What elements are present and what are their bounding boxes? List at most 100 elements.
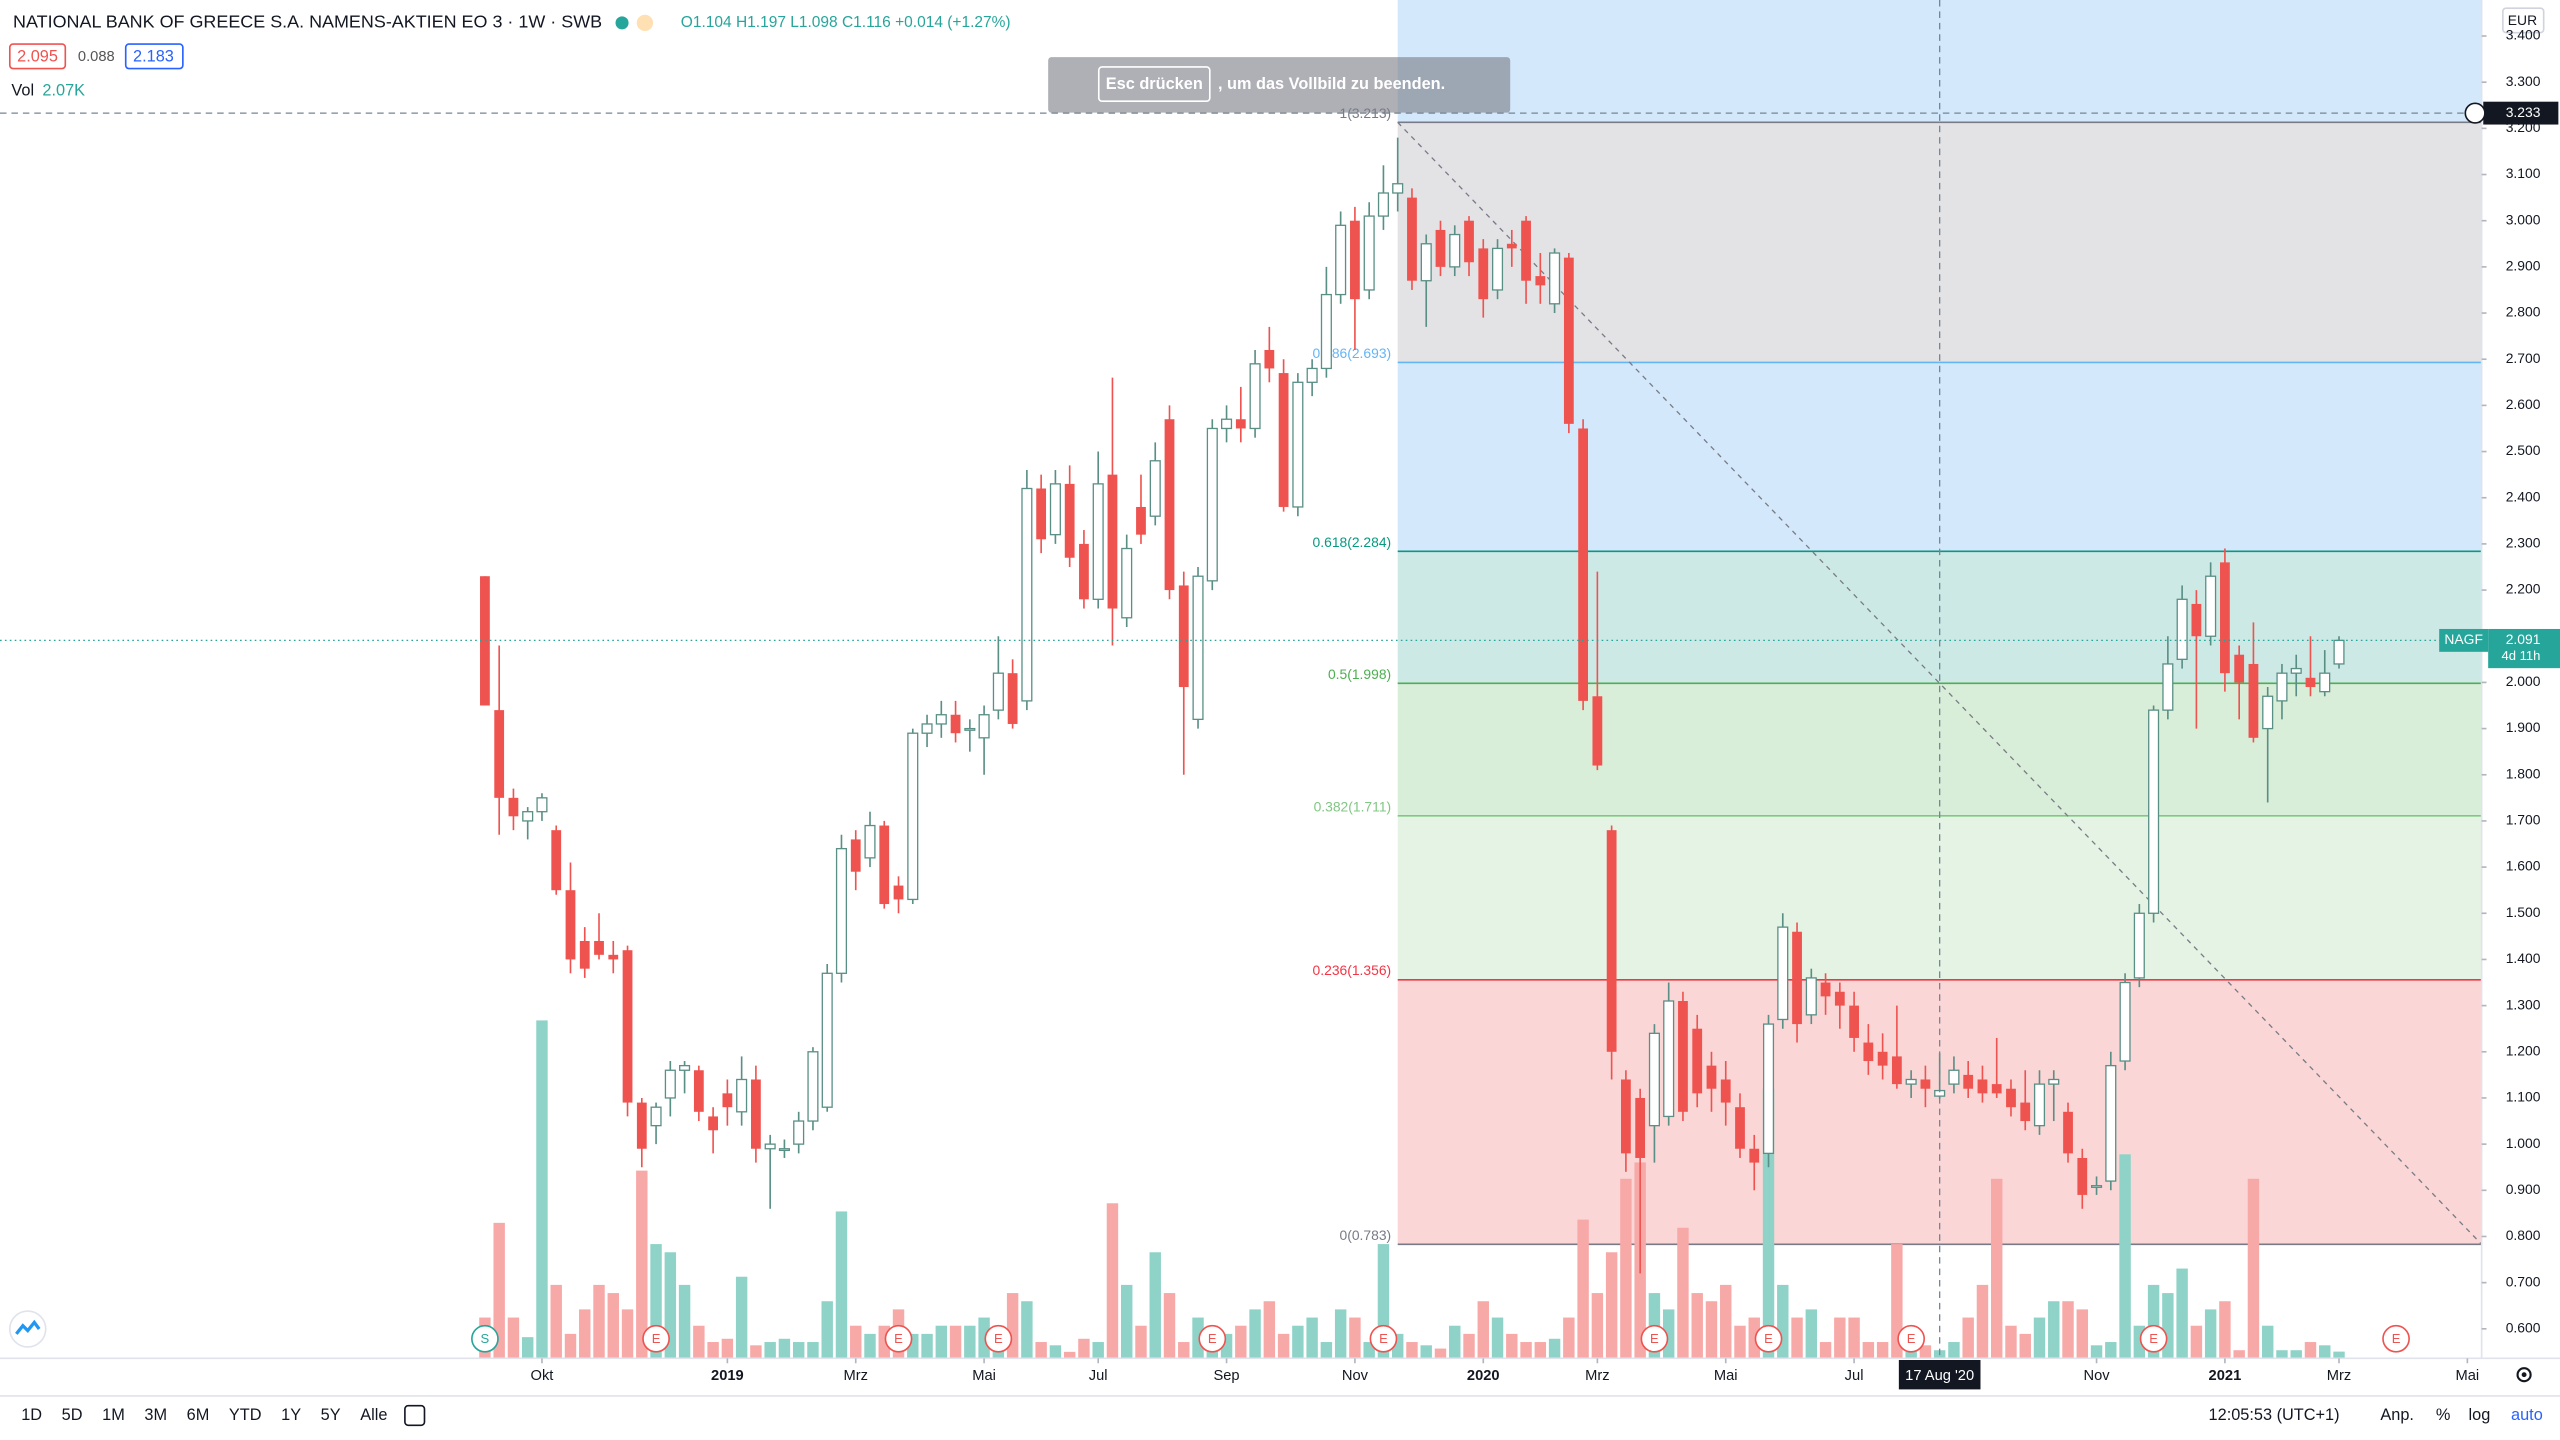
volume-bar <box>550 1284 562 1359</box>
candle-body <box>1407 197 1417 281</box>
candle-body <box>1221 418 1233 430</box>
volume-bar <box>721 1338 734 1359</box>
event-label: S <box>481 1331 490 1346</box>
volume-bar <box>593 1284 605 1359</box>
candle-body <box>835 847 848 974</box>
volume-bar <box>850 1325 862 1359</box>
y-tick-label: 2.600 <box>2506 396 2541 412</box>
volume-bar <box>664 1252 677 1359</box>
candle-body <box>1306 367 1318 383</box>
y-tick-label: 3.400 <box>2506 27 2541 43</box>
event-marker[interactable] <box>642 1324 670 1353</box>
volume-bar <box>764 1342 776 1359</box>
timeframe-button[interactable]: YTD <box>229 1406 262 1424</box>
candle-body <box>2063 1111 2073 1154</box>
event-marker[interactable] <box>884 1324 913 1353</box>
volume-bar <box>1235 1325 1247 1359</box>
timeframe-button[interactable]: 1M <box>102 1406 125 1424</box>
event-label: E <box>1764 1331 1773 1346</box>
candle-body <box>992 672 1004 711</box>
timeframe-button[interactable]: 6M <box>187 1406 210 1424</box>
volume-bar <box>1620 1178 1632 1359</box>
crosshair-date-box <box>1898 1360 1981 1390</box>
candle-body <box>921 723 933 734</box>
fib-level-label: 0.236(1.356) <box>1313 962 1392 978</box>
timeframe-button[interactable]: 5Y <box>321 1406 341 1424</box>
crosshair-plus[interactable] <box>2464 102 2486 124</box>
volume-bar <box>1377 1244 1390 1359</box>
axis-option[interactable]: Anp. <box>2380 1406 2414 1424</box>
candle-body <box>1991 1084 2002 1094</box>
x-tick-label: Nov <box>1342 1368 1369 1384</box>
settings-icon[interactable] <box>2516 1367 2532 1383</box>
candle-body <box>1592 696 1603 766</box>
candle-body <box>722 1093 733 1108</box>
volume-bar <box>1805 1309 1818 1359</box>
event-marker[interactable] <box>1369 1324 1398 1353</box>
volume-bar <box>964 1325 976 1359</box>
volume-bar <box>1163 1293 1176 1359</box>
last-price-box <box>2488 628 2560 669</box>
volume-bar <box>735 1276 748 1359</box>
candle-body <box>565 890 576 960</box>
currency-box[interactable] <box>2502 7 2545 34</box>
candle-body <box>1149 460 1161 517</box>
ask-box[interactable] <box>124 43 184 70</box>
event-marker[interactable] <box>471 1324 499 1353</box>
y-tick-label: 0.600 <box>2506 1319 2541 1335</box>
axis-option[interactable]: % <box>2436 1406 2451 1424</box>
event-label: E <box>2149 1331 2158 1346</box>
candle-body <box>751 1079 761 1149</box>
volume-bar <box>1135 1325 1147 1359</box>
volume-bar <box>2048 1301 2060 1359</box>
volume-bar <box>1106 1203 1119 1359</box>
candle-body <box>935 714 947 725</box>
volume-bar <box>2090 1345 2103 1359</box>
axis-option[interactable]: log <box>2469 1406 2491 1424</box>
goto-date-icon[interactable] <box>404 1404 426 1427</box>
timeframe-button[interactable]: 1Y <box>281 1406 301 1424</box>
volume-bar <box>1192 1317 1204 1359</box>
logo[interactable] <box>8 1310 47 1348</box>
y-tick-label: 2.700 <box>2506 350 2541 366</box>
timeframe-button[interactable]: 5D <box>62 1406 83 1424</box>
candle-body <box>2162 663 2174 711</box>
candle-body <box>1578 428 1589 701</box>
event-marker[interactable] <box>1640 1324 1669 1353</box>
volume-bar <box>607 1293 619 1359</box>
x-tick-label: Mai <box>2456 1368 2480 1384</box>
event-marker[interactable] <box>1897 1324 1926 1353</box>
timeframe-button[interactable]: 1D <box>21 1406 42 1424</box>
volume-bar <box>564 1333 577 1359</box>
volume-bar <box>1991 1178 2003 1359</box>
event-marker[interactable] <box>2139 1324 2168 1353</box>
axis-option[interactable]: auto <box>2511 1406 2543 1424</box>
candle-body <box>907 732 919 901</box>
y-tick-label: 1.200 <box>2506 1042 2541 1058</box>
candle-body <box>2077 1157 2088 1195</box>
timeframe-button[interactable]: 3M <box>144 1406 167 1424</box>
y-tick-label: 2.000 <box>2506 673 2541 689</box>
x-tick-label: 2021 <box>2209 1368 2242 1384</box>
symbol-title: NATIONAL BANK OF GREECE S.A. NAMENS-AKTI… <box>13 12 602 32</box>
volume-bar <box>678 1284 691 1359</box>
volume-bar <box>821 1301 833 1359</box>
event-marker[interactable] <box>1198 1324 1227 1353</box>
event-marker[interactable] <box>2382 1324 2410 1353</box>
candle-body <box>1107 474 1118 609</box>
y-tick-label: 0.800 <box>2506 1227 2541 1243</box>
y-tick-label: 2.400 <box>2506 488 2541 504</box>
candle-body <box>978 714 990 739</box>
candle-body <box>1363 215 1375 291</box>
event-marker[interactable] <box>1754 1324 1783 1353</box>
fullscreen-hint: , um das Vollbild zu beenden. <box>1218 75 1445 93</box>
candle-body <box>879 825 890 905</box>
bid-box[interactable] <box>8 43 67 70</box>
event-marker[interactable] <box>984 1324 1013 1353</box>
candle-body <box>1292 381 1304 508</box>
candle-body <box>1320 293 1332 370</box>
timeframe-button[interactable]: Alle <box>360 1406 387 1424</box>
x-tick-label: Jul <box>1845 1368 1864 1384</box>
volume-bar <box>1848 1317 1860 1359</box>
candle-body <box>1064 483 1075 558</box>
